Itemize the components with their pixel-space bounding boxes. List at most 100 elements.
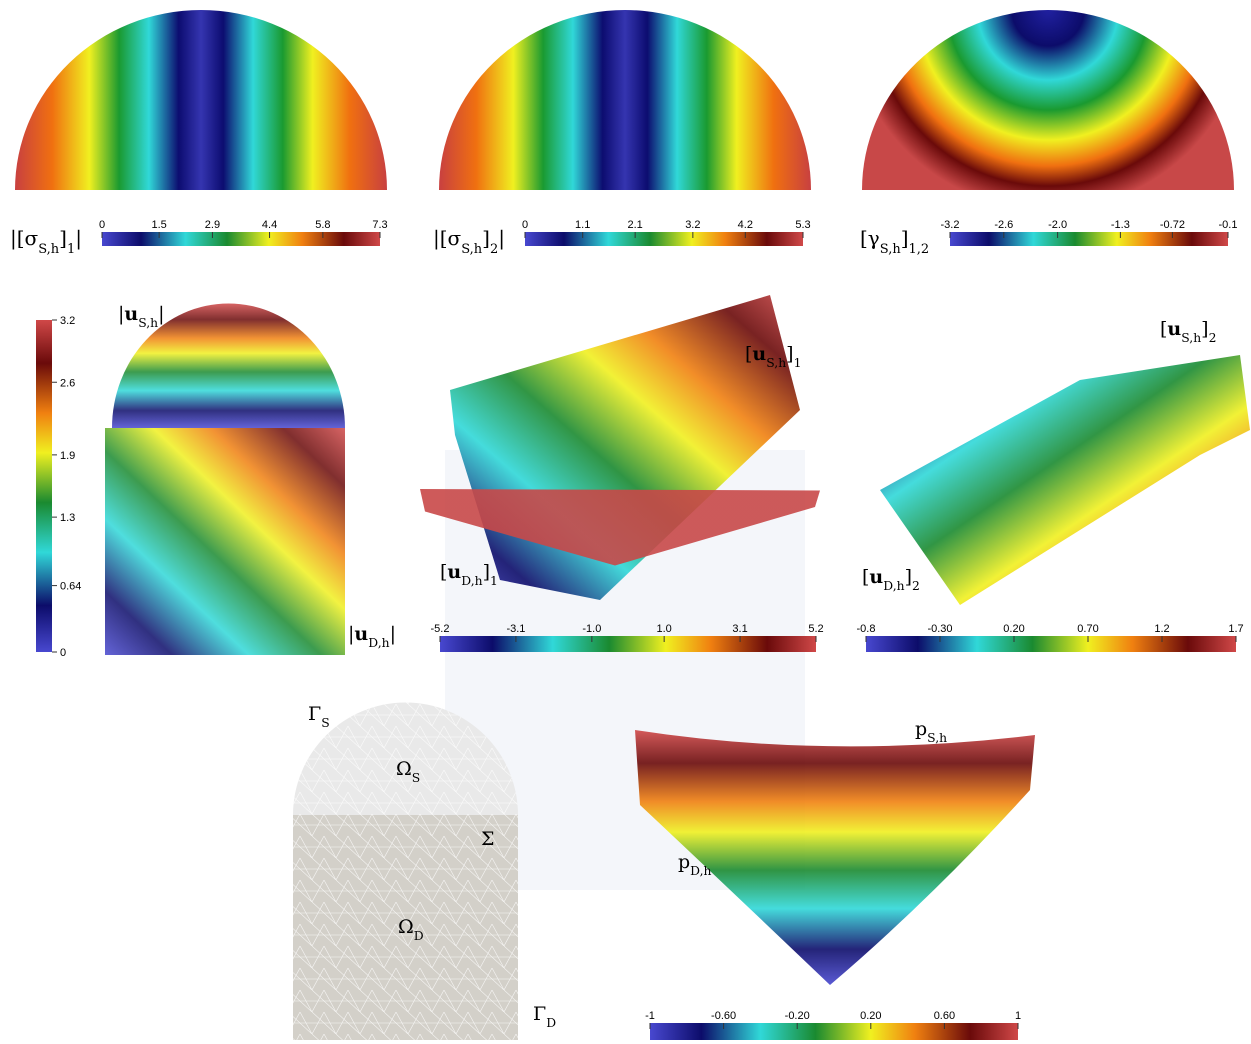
label-part: D,h <box>883 579 904 593</box>
label-part: D <box>414 929 424 943</box>
tick-label: 1.5 <box>151 219 166 231</box>
label-part: D,h <box>690 864 711 878</box>
label-part: [ <box>1160 318 1167 340</box>
tick-label: -2.6 <box>994 219 1013 231</box>
label-part: Γ <box>308 703 321 725</box>
math-label: ΓD <box>533 1003 556 1030</box>
label-part: S,h <box>927 731 947 745</box>
label-part: [γ <box>860 226 880 250</box>
tick-label: 4.2 <box>738 219 753 231</box>
label-part: 1 <box>67 242 75 257</box>
label-part: Ω <box>396 758 412 780</box>
label-part: S,h <box>138 316 158 330</box>
label-part: 1 <box>490 574 498 588</box>
tick-label: 1.9 <box>60 450 75 462</box>
label-part: | <box>498 226 505 251</box>
tick-label: 5.2 <box>808 623 823 635</box>
label-part: |[σ <box>10 226 39 251</box>
label-part: | <box>390 623 396 645</box>
label-part: u <box>869 566 883 588</box>
sigma2-plot <box>439 10 811 190</box>
label-part: ] <box>786 343 793 365</box>
label-part: [ <box>440 561 447 583</box>
label-part: ] <box>483 561 490 583</box>
tick-label: 1.3 <box>60 512 75 524</box>
label-part: |[σ <box>433 226 462 251</box>
colorbar <box>525 232 803 246</box>
label-part: u <box>124 303 138 325</box>
label-part: S,h <box>880 242 902 257</box>
tick-label: 0 <box>522 219 528 231</box>
tick-label: -1.0 <box>582 623 601 635</box>
tick-label: -0.1 <box>1219 219 1238 231</box>
surface-p-top <box>420 488 820 566</box>
label-part: S,h <box>766 356 786 370</box>
math-label: |[σS,h]1| <box>10 226 82 257</box>
label-part: | <box>158 303 164 325</box>
tick-label: 3.2 <box>685 219 700 231</box>
label-part: Σ <box>481 828 494 850</box>
label-part: S,h <box>38 242 60 257</box>
math-label: [γS,h]1,2 <box>860 226 929 257</box>
label-part: S <box>321 716 329 730</box>
tick-label: -0.72 <box>1160 219 1185 231</box>
colorbar <box>650 1023 1018 1040</box>
tick-label: 0.60 <box>934 1010 955 1022</box>
math-label: |uS,h| <box>118 303 165 330</box>
math-label: [uD,h]2 <box>862 566 920 593</box>
surface-p <box>635 730 1035 985</box>
math-label: Σ <box>481 828 494 850</box>
label-part: S <box>412 771 420 785</box>
tick-label: 3.2 <box>60 315 75 327</box>
label-part: S,h <box>1181 331 1201 345</box>
label-part: | <box>118 303 124 325</box>
sigma1-plot <box>15 10 387 190</box>
tick-label: 1.0 <box>657 623 672 635</box>
math-label: pS,h <box>915 718 947 745</box>
math-label: |[σS,h]2| <box>433 226 505 257</box>
math-label: [uS,h]1 <box>745 343 801 370</box>
tick-label: 1.2 <box>1154 623 1169 635</box>
tick-label: 5.3 <box>795 219 810 231</box>
math-label: |uD,h| <box>348 623 396 650</box>
colorbar <box>36 320 52 652</box>
tick-label: -5.2 <box>431 623 450 635</box>
tick-label: 0 <box>60 647 66 659</box>
label-part: 2 <box>912 579 920 593</box>
tick-label: 2.6 <box>60 377 75 389</box>
tick-label: 3.1 <box>732 623 747 635</box>
label-part: 2 <box>1209 331 1217 345</box>
label-part: u <box>1167 318 1181 340</box>
math-label: ΩD <box>398 916 424 943</box>
label-part: p <box>915 718 927 740</box>
colorbar <box>866 636 1236 652</box>
label-part: ] <box>905 566 912 588</box>
tick-label: 0 <box>99 219 105 231</box>
label-part: | <box>348 623 354 645</box>
label-part: u <box>354 623 368 645</box>
velocity-stokes <box>112 303 345 428</box>
tick-label: -3.2 <box>941 219 960 231</box>
label-part: | <box>75 226 82 251</box>
tick-label: -0.8 <box>857 623 876 635</box>
math-label: ΓS <box>308 703 330 730</box>
label-part: D,h <box>461 574 482 588</box>
tick-label: 5.8 <box>315 219 330 231</box>
tick-label: 2.1 <box>628 219 643 231</box>
math-label: [uS,h]2 <box>1160 318 1216 345</box>
tick-label: 1.7 <box>1228 623 1243 635</box>
tick-label: 0.64 <box>60 581 81 593</box>
label-part: 1 <box>794 356 802 370</box>
label-part: Γ <box>533 1003 546 1025</box>
math-label: pD,h <box>678 851 712 878</box>
gamma-plot <box>862 10 1234 190</box>
tick-label: -1 <box>645 1010 655 1022</box>
tick-label: -3.1 <box>506 623 525 635</box>
label-part: p <box>678 851 690 873</box>
label-part: 1,2 <box>909 242 930 257</box>
tick-label: 7.3 <box>372 219 387 231</box>
label-part: u <box>447 561 461 583</box>
colorbar <box>440 636 816 652</box>
label-part: D,h <box>368 636 389 650</box>
